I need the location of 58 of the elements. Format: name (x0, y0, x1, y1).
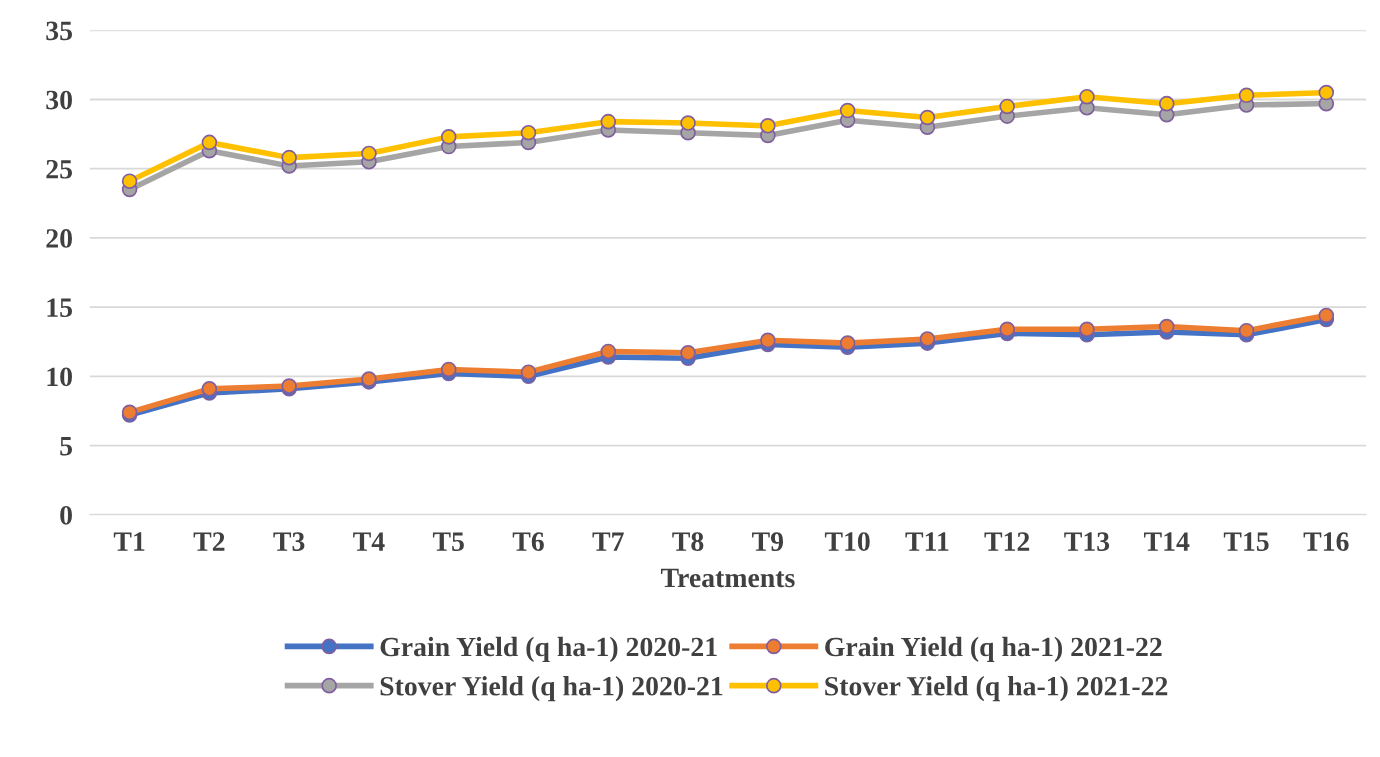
point (1158, 95, 1175, 112)
point (999, 98, 1015, 115)
legend-label: Grain Yield (q ha-1) 2021-22 (825, 636, 1162, 663)
point (1079, 321, 1095, 338)
point (520, 364, 537, 380)
y-tick-label: 15 (47, 298, 73, 318)
x-tick-label: T11 (905, 532, 949, 551)
point (440, 129, 457, 145)
y-tick-label: 20 (46, 229, 72, 248)
x-tick-label: T3 (273, 532, 305, 551)
x-tick-label: T7 (592, 532, 624, 551)
point (600, 113, 617, 130)
point (1318, 84, 1335, 101)
point (121, 173, 138, 189)
y-tick-label: 0 (60, 505, 72, 525)
x-axis-title: Treatments (661, 568, 795, 588)
x-tick-label: T4 (353, 532, 385, 551)
x-tick-label: T14 (1144, 532, 1190, 551)
x-tick-label: T6 (512, 532, 544, 551)
x-tick-label: T8 (672, 532, 704, 551)
point (1238, 87, 1255, 104)
legend-label: Stover Yield (q ha-1) 2021-22 (825, 676, 1168, 702)
point (520, 124, 537, 141)
x-tick-label: T12 (984, 532, 1030, 551)
x-tick-label: T10 (824, 532, 870, 551)
point (1158, 318, 1175, 335)
point (839, 102, 856, 119)
point (760, 118, 776, 134)
x-tick-label: T13 (1064, 532, 1110, 551)
point (600, 343, 617, 360)
point (1238, 322, 1255, 339)
x-tick-label: T2 (193, 532, 225, 551)
legend-label: Stover Yield (q ha-1) 2020-21 (380, 676, 723, 702)
point (760, 332, 776, 349)
x-tick-label: T16 (1303, 532, 1349, 551)
point (1318, 307, 1335, 324)
y-tick-label: 30 (46, 90, 72, 110)
point (201, 381, 218, 397)
point (201, 134, 218, 151)
point (999, 321, 1015, 338)
point (281, 149, 297, 166)
y-tick-label: 10 (47, 367, 72, 387)
legend-label: Grain Yield (q ha-1) 2020-21 (380, 636, 717, 663)
point (919, 109, 936, 126)
x-tick-label: T5 (432, 532, 464, 551)
point (839, 335, 856, 351)
point (440, 361, 457, 378)
x-tick-label: T1 (113, 532, 145, 551)
point (919, 331, 936, 347)
y-tick-label: 5 (60, 437, 73, 456)
y-tick-label: 25 (46, 159, 73, 179)
point (361, 145, 377, 162)
x-tick-label: T15 (1223, 532, 1269, 551)
y-tick-label: 35 (46, 21, 73, 41)
x-tick-label: T9 (752, 532, 784, 551)
point (680, 345, 696, 361)
point (680, 115, 696, 131)
point (1079, 88, 1095, 105)
